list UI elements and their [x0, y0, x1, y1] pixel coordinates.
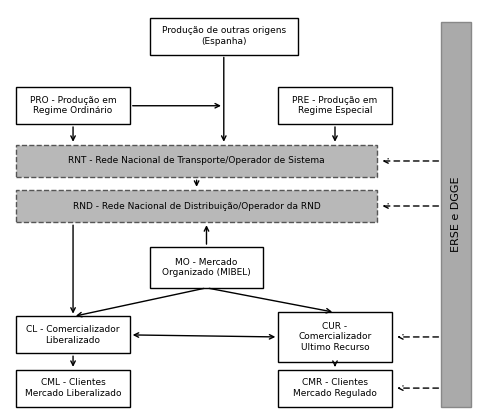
Text: MO - Mercado
Organizado (MIBEL): MO - Mercado Organizado (MIBEL): [162, 258, 251, 277]
Text: CML - Clientes
Mercado Liberalizado: CML - Clientes Mercado Liberalizado: [25, 378, 121, 398]
Text: Produção de outras origens
(Espanha): Produção de outras origens (Espanha): [162, 26, 286, 46]
FancyBboxPatch shape: [16, 316, 130, 353]
FancyBboxPatch shape: [16, 87, 130, 124]
FancyBboxPatch shape: [278, 370, 392, 407]
Text: CUR -
Comercializador
Ultimo Recurso: CUR - Comercializador Ultimo Recurso: [298, 322, 372, 352]
FancyBboxPatch shape: [278, 87, 392, 124]
Text: CMR - Clientes
Mercado Regulado: CMR - Clientes Mercado Regulado: [293, 378, 377, 398]
Text: ERSE e DGGE: ERSE e DGGE: [451, 176, 461, 252]
FancyBboxPatch shape: [150, 18, 298, 54]
Text: PRO - Produção em
Regime Ordinário: PRO - Produção em Regime Ordinário: [30, 96, 116, 115]
FancyBboxPatch shape: [16, 190, 377, 222]
FancyBboxPatch shape: [150, 247, 263, 288]
FancyBboxPatch shape: [16, 145, 377, 177]
Text: RNT - Rede Nacional de Transporte/Operador de Sistema: RNT - Rede Nacional de Transporte/Operad…: [68, 157, 325, 166]
FancyBboxPatch shape: [16, 370, 130, 407]
FancyBboxPatch shape: [278, 312, 392, 361]
Text: CL - Comercializador
Liberalizado: CL - Comercializador Liberalizado: [26, 325, 120, 344]
Text: PRE - Produção em
Regime Especial: PRE - Produção em Regime Especial: [292, 96, 378, 115]
Text: RND - Rede Nacional de Distribuição/Operador da RND: RND - Rede Nacional de Distribuição/Oper…: [73, 201, 321, 211]
FancyBboxPatch shape: [441, 22, 471, 407]
